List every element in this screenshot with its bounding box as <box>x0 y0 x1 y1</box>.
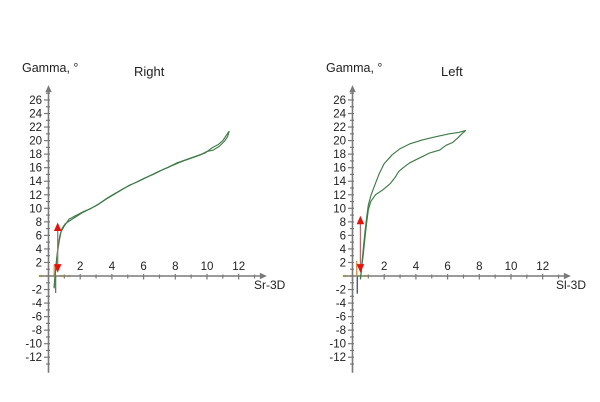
y-tick-label: -10 <box>25 339 42 351</box>
y-tick-label: -8 <box>32 325 42 337</box>
y-axis-arrowhead <box>45 85 52 93</box>
y-tick-label: 16 <box>333 163 346 175</box>
x-tick-label: 8 <box>172 261 178 273</box>
x-axis-title-left-chart: Sl-3D <box>556 278 587 292</box>
y-tick-label: 26 <box>29 95 42 107</box>
y-tick-label: 8 <box>340 217 346 229</box>
x-tick-label: 2 <box>381 261 387 273</box>
x-tick-label: 6 <box>140 261 146 273</box>
y-tick-label: -4 <box>336 298 347 310</box>
y-tick-label: 12 <box>29 190 42 202</box>
chart-title-left: Left <box>441 64 463 79</box>
y-tick-label: -8 <box>336 325 346 337</box>
y-tick-label: 12 <box>333 190 346 202</box>
series-gamma-loop-upper <box>359 129 466 280</box>
y-tick-label: 22 <box>333 122 346 134</box>
y-tick-label: 18 <box>29 149 42 161</box>
x-tick-label: 2 <box>77 261 83 273</box>
y-tick-label: 24 <box>333 109 346 121</box>
y-axis-title-right-chart: Gamma, ° <box>22 61 79 75</box>
y-tick-label: 2 <box>340 257 346 269</box>
red-arrowhead-down <box>356 264 365 273</box>
y-axis-title-left-chart: Gamma, ° <box>326 61 383 75</box>
x-tick-label: 10 <box>201 261 214 273</box>
y-tick-label: 6 <box>340 230 346 242</box>
x-axis-arrowhead <box>259 272 267 280</box>
y-tick-label: 8 <box>36 217 42 229</box>
y-tick-label: 4 <box>36 244 43 256</box>
x-tick-label: 6 <box>444 261 450 273</box>
x-axis-title-right-chart: Sr-3D <box>254 278 286 292</box>
y-tick-label: 20 <box>333 136 346 148</box>
y-tick-label: 18 <box>333 149 346 161</box>
x-tick-label: 4 <box>413 261 420 273</box>
series-gamma-loop-branch-2 <box>53 130 230 289</box>
x-tick-label: 8 <box>476 261 482 273</box>
x-axis-arrowhead <box>563 272 571 280</box>
chart-title-right: Right <box>134 64 165 79</box>
y-tick-label: 2 <box>36 257 42 269</box>
x-tick-label: 4 <box>109 261 116 273</box>
red-arrowhead-up <box>356 215 365 225</box>
y-tick-label: 14 <box>29 176 42 188</box>
y-tick-label: 20 <box>29 136 42 148</box>
y-tick-label: 6 <box>36 230 42 242</box>
series-gamma-loop-lower <box>359 130 467 280</box>
x-tick-label: 12 <box>232 261 245 273</box>
y-tick-label: 10 <box>333 203 346 215</box>
y-tick-label: 10 <box>29 203 42 215</box>
y-tick-label: 14 <box>333 176 346 188</box>
y-tick-label: 26 <box>333 95 346 107</box>
y-tick-label: -12 <box>25 352 42 364</box>
y-tick-label: -10 <box>329 339 346 351</box>
y-tick-label: -12 <box>329 352 346 364</box>
x-tick-label: 12 <box>536 261 549 273</box>
chart-right: 2 4 6 8 10 122624222018161412108642-2-4-6-8-1… <box>25 85 267 373</box>
y-tick-label: 4 <box>340 244 347 256</box>
y-tick-label: 16 <box>29 163 42 175</box>
y-tick-label: -6 <box>336 312 346 324</box>
chart-left: 2 4 6 8 10 122624222018161412108642-2-4-6-8-1… <box>329 85 571 373</box>
y-tick-label: -4 <box>32 298 43 310</box>
y-tick-label: -6 <box>32 312 42 324</box>
y-tick-label: 22 <box>29 122 42 134</box>
y-axis-arrowhead <box>349 85 356 93</box>
y-tick-label: 24 <box>29 109 42 121</box>
red-arrowhead-up <box>53 222 62 232</box>
y-tick-label: -2 <box>32 285 42 297</box>
x-tick-label: 10 <box>505 261 518 273</box>
y-tick-label: -2 <box>336 285 346 297</box>
red-arrowhead-down <box>53 264 62 273</box>
